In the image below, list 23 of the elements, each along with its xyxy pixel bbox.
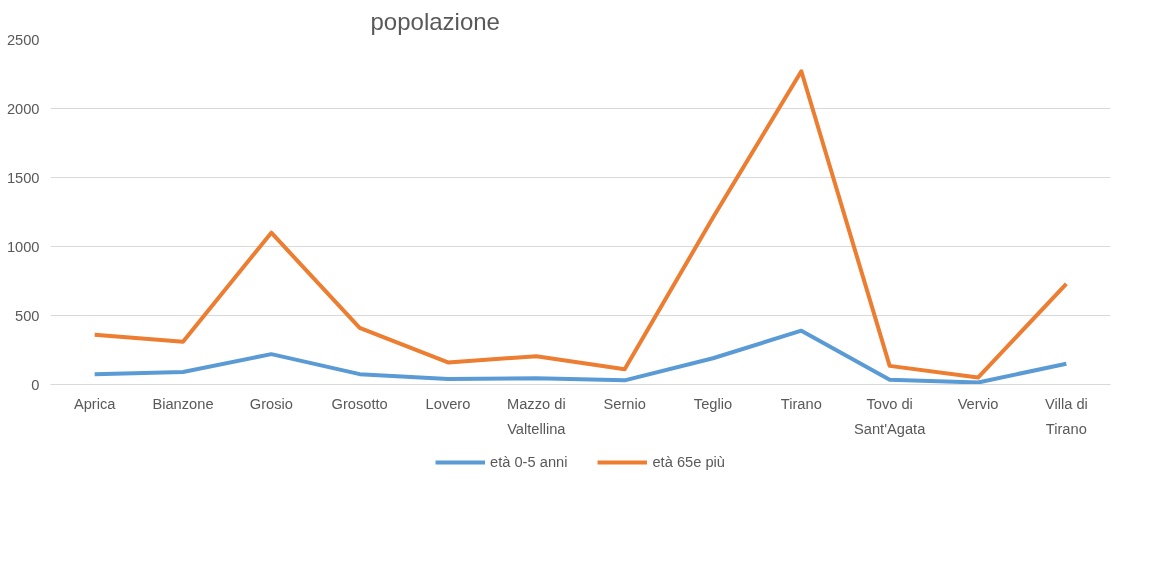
x-tick-label: Vervio — [957, 395, 999, 412]
line-series — [92, 69, 1069, 380]
y-tick-label: 1000 — [6, 238, 40, 255]
y-tick-label: 1500 — [6, 169, 40, 186]
line-series — [92, 328, 1069, 385]
category-label: Mazzo di Valtellina — [507, 395, 566, 437]
x-tick-label: Teglio — [693, 395, 733, 412]
y-tick-label: 2500 — [6, 31, 40, 48]
x-tick-label: Tirano — [780, 395, 822, 412]
legend-label: età 65e più — [652, 453, 725, 470]
x-tick-label: Lovero — [425, 395, 471, 412]
y-tick-label: 0 — [31, 376, 40, 393]
y-tick-label: 500 — [15, 307, 40, 324]
legend-label: età 0-5 anni — [490, 453, 568, 470]
x-tick-label: Sernio — [603, 395, 646, 412]
y-tick-label: 2000 — [6, 100, 40, 117]
x-tick-label: Grosotto — [331, 395, 388, 412]
category-label: Villa di Tirano — [1044, 395, 1088, 437]
x-tick-label: Aprica — [73, 395, 117, 412]
x-tick-label: Bianzone — [152, 395, 214, 412]
x-tick-label: Grosio — [249, 395, 293, 412]
category-label: Tovo di Sant'Agata — [854, 395, 926, 437]
chart-title: popolazione — [370, 7, 500, 35]
